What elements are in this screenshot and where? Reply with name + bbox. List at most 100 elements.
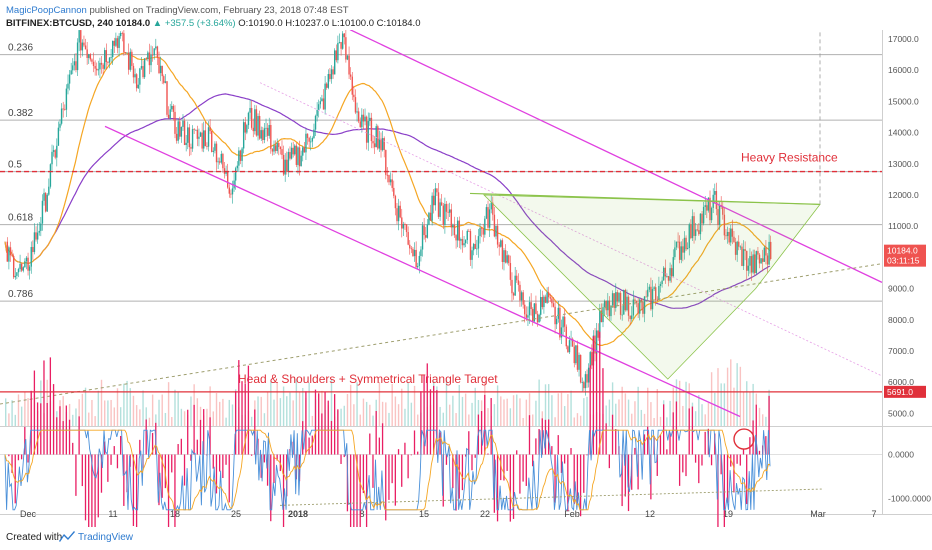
volume-bar — [707, 402, 710, 426]
candle-body — [284, 159, 286, 175]
volume-bar — [196, 398, 199, 426]
candle-body — [116, 38, 119, 48]
macd-line — [4, 429, 771, 512]
volume-bar — [27, 398, 29, 426]
histogram-bar — [14, 454, 16, 504]
candle-body — [100, 62, 103, 65]
histogram-bar — [401, 454, 403, 487]
volume-bar — [362, 398, 365, 426]
candle-body — [65, 88, 68, 110]
volume-bar — [736, 363, 738, 426]
candle-body — [733, 236, 735, 242]
volume-bar — [14, 414, 16, 426]
candle-body — [599, 310, 601, 338]
candle-body — [656, 300, 659, 301]
histogram-bar — [631, 454, 633, 490]
candle-body — [135, 74, 138, 89]
histogram-bar — [49, 357, 52, 455]
volume-bar — [302, 387, 304, 426]
volume-bar — [231, 404, 234, 426]
histogram-bar — [17, 454, 20, 461]
histogram-bar — [407, 454, 409, 479]
volume-bar — [46, 379, 48, 426]
candle-body — [273, 145, 275, 152]
candle-body — [426, 224, 429, 238]
candle-body — [234, 168, 237, 181]
histogram-bar — [234, 391, 237, 455]
candle-body — [217, 161, 219, 163]
histogram-bar — [20, 454, 23, 460]
candle-body — [70, 70, 72, 75]
candle-body — [589, 352, 591, 368]
candle-body — [480, 227, 483, 229]
volume-bar — [656, 389, 659, 426]
histogram-bar — [726, 454, 729, 503]
candle-body — [167, 114, 170, 119]
fib-level-label: 0.236 — [8, 43, 33, 54]
histogram-bar — [749, 437, 751, 455]
candle-body — [156, 46, 159, 58]
candle-body — [112, 40, 114, 58]
volume-bar — [292, 400, 294, 426]
author-link[interactable]: MagicPoopCannon — [6, 5, 87, 16]
candle-body — [268, 125, 270, 136]
created-with: Created with — [6, 532, 63, 543]
histogram-bar — [439, 432, 441, 455]
price-tick-label: 12000.0 — [888, 190, 919, 200]
volume-bar — [560, 392, 563, 426]
histogram-bar — [474, 454, 476, 458]
histogram-bar — [595, 352, 598, 455]
volume-bar — [468, 414, 470, 426]
candle-body — [346, 55, 349, 60]
candle-body — [504, 250, 507, 263]
histogram-bar — [522, 454, 524, 482]
candle-body — [204, 130, 207, 147]
candle-body — [185, 142, 187, 146]
candle-body — [736, 241, 738, 255]
price-pane — [0, 30, 882, 426]
candle-body — [359, 121, 361, 128]
histogram-bar — [583, 454, 585, 493]
volume-bar — [11, 400, 13, 426]
candle-body — [182, 120, 184, 127]
candle-body — [362, 114, 365, 122]
last-price-label: 10184.0 — [887, 246, 918, 256]
candle-body — [752, 254, 754, 273]
candle-body — [632, 299, 635, 316]
candle-body — [96, 68, 98, 71]
candle-body — [471, 250, 473, 260]
volume-bar — [206, 408, 208, 426]
candle-body — [691, 216, 694, 239]
candle-body — [605, 300, 607, 311]
candle-body — [587, 367, 590, 383]
candle-body — [498, 244, 500, 247]
histogram-bar — [586, 454, 588, 456]
candle-body — [297, 147, 299, 165]
volume-bar — [554, 417, 556, 426]
candle-body — [512, 293, 515, 296]
histogram-bar — [413, 430, 416, 455]
candle-body — [722, 206, 724, 215]
histogram-bar — [282, 454, 285, 527]
tradingview-link[interactable]: TradingView — [78, 532, 134, 543]
symbol[interactable]: BITFINEX:BTCUSD, 240 — [6, 18, 114, 29]
candle-body — [193, 129, 195, 130]
candle-body — [425, 235, 427, 238]
candle-body — [533, 303, 536, 322]
histogram-bar — [637, 454, 639, 490]
histogram-bar — [193, 404, 195, 455]
histogram-bar — [225, 454, 227, 465]
volume-bar — [503, 399, 505, 426]
tradingview-logo-icon — [59, 531, 75, 542]
chart-canvas[interactable]: 0.2360.3820.50.6180.78617000.016000.0150… — [0, 30, 932, 527]
candle-body — [669, 268, 671, 281]
candle-body — [115, 38, 117, 46]
histogram-bar — [8, 454, 10, 457]
candle-body — [375, 126, 377, 148]
candle-body — [385, 149, 387, 175]
candle-body — [276, 143, 278, 152]
volume-bar — [496, 385, 499, 426]
volume-bar — [372, 415, 374, 426]
candle-body — [568, 340, 571, 353]
histogram-bar — [410, 454, 412, 456]
